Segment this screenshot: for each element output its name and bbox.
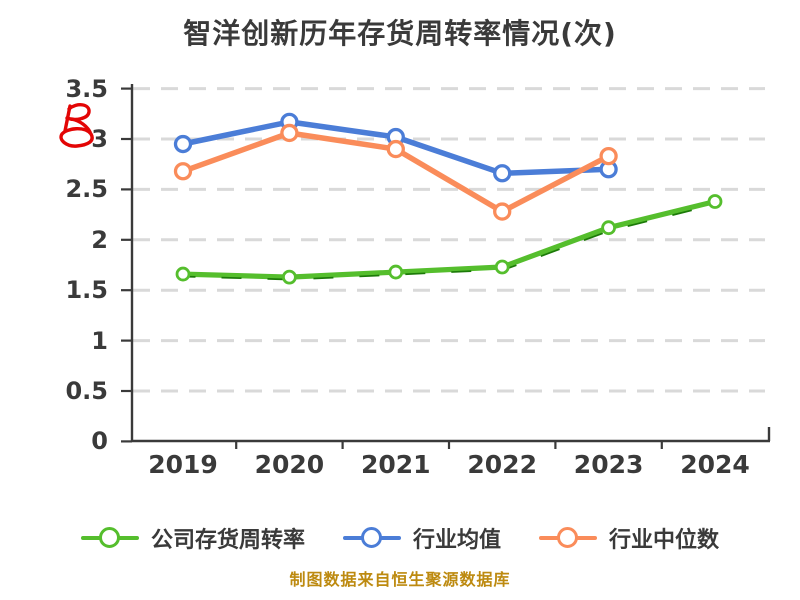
x-tick-label: 2022 <box>467 450 537 479</box>
red-scribble-icon <box>59 103 94 148</box>
legend-label: 公司存货周转率 <box>150 528 305 553</box>
y-tick-label: 0.5 <box>65 377 108 405</box>
legend-dot <box>98 527 120 548</box>
series-marker-industry-median <box>599 146 618 166</box>
series-line-company-sketch-accent <box>185 203 718 281</box>
series-marker-industry-median <box>280 123 299 143</box>
legend-dot <box>360 527 382 548</box>
y-tick-label: 3 <box>91 125 108 153</box>
legend-item: 公司存货周转率 <box>80 522 305 554</box>
series-marker-company <box>494 259 510 275</box>
series-marker-industry-mean <box>173 134 193 154</box>
y-tick-label: 3.5 <box>65 74 108 103</box>
legend: 公司存货周转率 行业均值 行业中位数 <box>0 520 800 556</box>
series-marker-industry-median <box>386 139 405 159</box>
series-marker-industry-mean <box>493 164 512 183</box>
x-tick-label: 2024 <box>680 450 750 479</box>
chart-title: 智洋创新历年存货周转率情况(次) <box>183 17 617 50</box>
y-tick-label: 1.5 <box>65 276 108 305</box>
series-marker-company <box>601 220 616 236</box>
series-marker-company <box>175 266 191 282</box>
x-tick-label: 2020 <box>254 450 325 479</box>
legend-dot <box>557 527 578 548</box>
legend-line-circle-icon <box>539 526 597 550</box>
x-tick-label: 2023 <box>573 450 644 479</box>
series-marker-industry-median <box>493 202 512 221</box>
series-marker-company <box>281 269 297 285</box>
x-tick-label: 2021 <box>361 450 431 479</box>
series-marker-company <box>707 194 723 209</box>
series-marker-company <box>388 264 404 280</box>
series-marker-industry-median <box>173 162 193 181</box>
legend-label: 行业均值 <box>412 528 501 553</box>
data-source-caption: 制图数据来自恒生聚源数据库 <box>289 570 511 589</box>
y-tick-label: 2 <box>91 225 108 254</box>
legend-item: 行业均值 <box>342 522 501 554</box>
legend-item: 行业中位数 <box>539 522 719 554</box>
series-line-company <box>180 198 718 280</box>
y-tick-label: 1 <box>91 326 108 355</box>
legend-label: 行业中位数 <box>609 528 720 553</box>
x-tick-label: 2019 <box>148 450 218 479</box>
legend-line-circle-icon <box>80 526 139 550</box>
legend-line-circle-icon <box>342 526 401 550</box>
y-tick-label: 0 <box>91 427 108 456</box>
y-tick-label: 2.5 <box>65 175 108 204</box>
